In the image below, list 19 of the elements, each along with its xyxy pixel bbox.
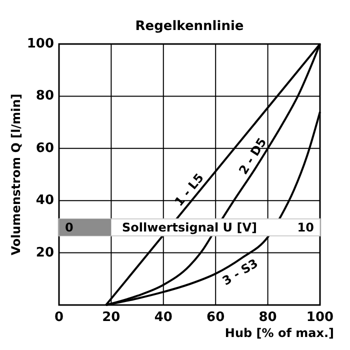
x-tick-label: 20 xyxy=(102,310,120,325)
band-label: Sollwertsignal U [V] xyxy=(122,220,257,234)
y-tick-label: 60 xyxy=(36,140,54,156)
y-axis-title: Volumenstrom Q [l/min] xyxy=(9,94,23,256)
text: 2 - D5 xyxy=(236,135,270,177)
x-tick-label: 40 xyxy=(154,310,172,325)
x-tick-label: 80 xyxy=(258,310,277,325)
y-tick-label: 20 xyxy=(36,245,54,260)
x-tick-label: 0 xyxy=(54,310,64,325)
annotation: 0 xyxy=(65,220,74,234)
y-tick-label: 80 xyxy=(36,88,54,104)
annotation: 10 xyxy=(297,220,314,234)
text: 3 - S3 xyxy=(220,256,260,288)
x-axis-title: Hub [% of max.] xyxy=(224,326,334,340)
y-tick-label: 100 xyxy=(26,36,54,52)
chart-title: Regelkennlinie xyxy=(135,19,244,34)
y-tick-label: 40 xyxy=(36,193,54,208)
x-tick-label: 100 xyxy=(306,310,334,325)
x-tick-label: 60 xyxy=(206,310,225,325)
